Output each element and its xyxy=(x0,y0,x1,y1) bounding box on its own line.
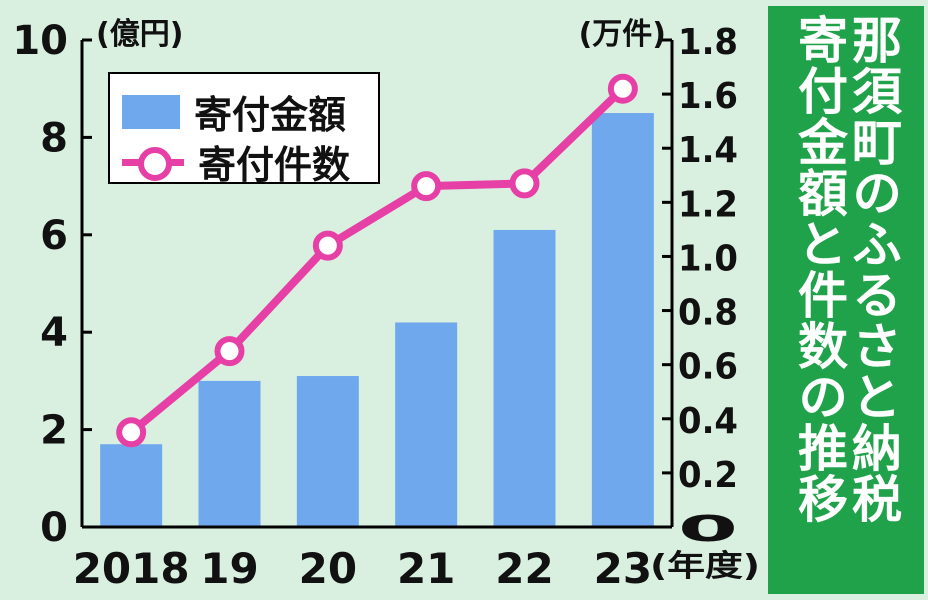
title-panel: 那須町のふるさと納税 寄付金額と件数の推移 xyxy=(768,6,924,594)
right-tick-label: 1.8 xyxy=(678,22,738,63)
left-tick-label: 4 xyxy=(40,310,68,356)
bars-layer xyxy=(100,113,654,528)
right-axis-unit: (万件) xyxy=(579,17,666,52)
right-tick-label: 1.0 xyxy=(678,238,738,279)
bar-22 xyxy=(493,229,556,527)
x-tick-label: 23 xyxy=(594,544,652,593)
legend-label-count: 寄付件数 xyxy=(198,143,351,187)
right-tick-label: 0.4 xyxy=(678,401,738,442)
x-tick-label: 20 xyxy=(299,544,357,593)
bar-21 xyxy=(395,322,458,527)
left-tick-label: 2 xyxy=(40,408,68,454)
title-line-1: 那須町のふるさと納税 xyxy=(844,14,902,524)
bar-20 xyxy=(296,376,359,527)
bar-23 xyxy=(591,113,654,528)
count-point-20 xyxy=(312,230,343,261)
right-tick-label: 0 xyxy=(678,509,738,550)
x-tick-label: 2018 xyxy=(73,544,190,593)
bar-19 xyxy=(198,380,261,527)
right-tick-label: 1.4 xyxy=(678,130,738,171)
line-layer xyxy=(116,73,638,448)
legend-label-amount: 寄付金額 xyxy=(194,93,347,137)
legend-item-count: 寄付件数 xyxy=(122,134,350,189)
count-point-2018 xyxy=(116,417,147,448)
left-tick-label: 8 xyxy=(40,115,68,161)
right-tick-label: 0.8 xyxy=(678,293,738,334)
labels-layer: 0 2 4 6 8 10 0 0.2 0.4 0.6 0.8 1.0 1.2 1.4 1.6 1.8 2018 1… xyxy=(12,17,760,593)
right-tick-label: 0.2 xyxy=(678,455,738,496)
x-tick-label: 19 xyxy=(200,544,258,593)
right-tick-label: 0.6 xyxy=(678,347,738,388)
x-tick-label: 21 xyxy=(397,544,455,593)
x-tick-label: 22 xyxy=(495,544,553,593)
left-tick-label: 6 xyxy=(40,213,68,259)
axes-layer xyxy=(80,38,674,529)
right-tick-label: 1.6 xyxy=(678,76,738,117)
title-line-2: 寄付金額と件数の推移 xyxy=(790,14,848,524)
chart-legend: 寄付金額 寄付件数 xyxy=(108,72,380,187)
count-point-21 xyxy=(411,171,442,202)
right-tick-label: 1.2 xyxy=(678,184,738,225)
left-tick-label: 10 xyxy=(12,18,68,64)
bar-2018 xyxy=(100,444,163,527)
left-axis-unit: (億円) xyxy=(96,17,183,52)
legend-bar-swatch xyxy=(122,94,180,129)
legend-line-swatch xyxy=(122,145,184,181)
left-tick-label: 0 xyxy=(40,505,68,551)
legend-item-amount: 寄付金額 xyxy=(122,84,346,139)
count-point-23 xyxy=(607,73,638,104)
count-point-19 xyxy=(214,336,245,367)
x-axis-unit: (年度) xyxy=(650,549,760,584)
count-point-22 xyxy=(509,168,540,199)
count-line xyxy=(128,85,626,436)
